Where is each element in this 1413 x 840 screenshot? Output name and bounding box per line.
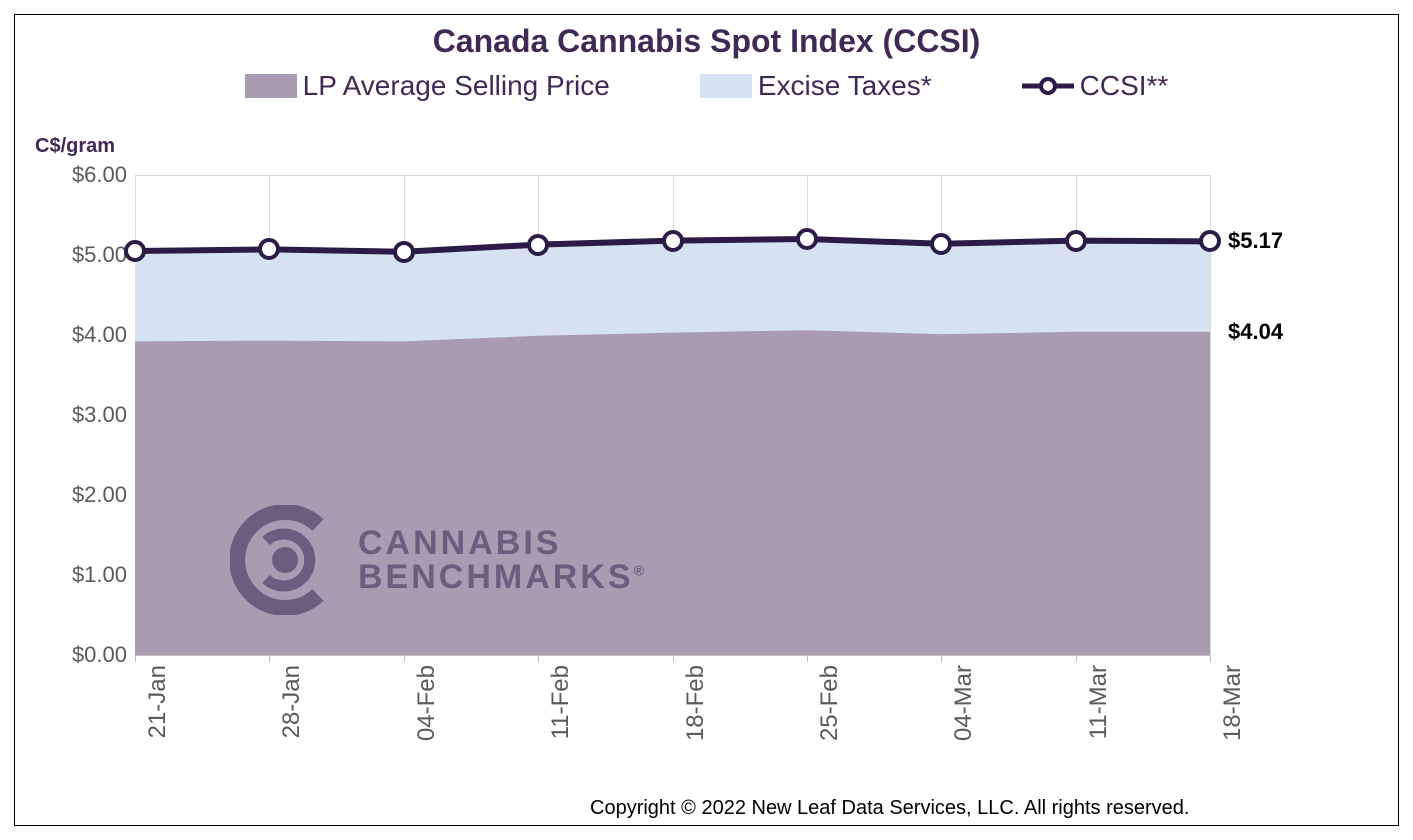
end-value-label: $4.04 [1228,319,1283,345]
ccsi-marker [393,241,415,263]
legend-label-excise: Excise Taxes* [758,70,932,102]
x-tick-label: 21-Jan [144,655,172,738]
watermark-icon [230,505,340,615]
watermark-line2: BENCHMARKS® [358,560,644,594]
x-tick-mark [538,655,539,662]
ccsi-marker [662,230,684,252]
legend-swatch-ccsi [1022,74,1074,98]
legend-swatch-lp-avg [245,74,297,98]
x-tick-label: 04-Feb [413,655,441,741]
x-tick-mark [1076,655,1077,662]
x-tick-mark [1210,655,1211,662]
ccsi-marker [796,228,818,250]
ccsi-marker [258,238,280,260]
x-tick-label: 04-Mar [950,655,978,741]
y-tick-label: $3.00 [72,402,127,428]
legend-item-excise: Excise Taxes* [700,70,932,102]
legend-label-ccsi: CCSI** [1080,70,1169,102]
x-tick-mark [404,655,405,662]
y-tick-label: $0.00 [72,642,127,668]
chart-title: Canada Cannabis Spot Index (CCSI) [15,23,1398,60]
legend-swatch-excise [700,74,752,98]
x-tick-label: 18-Feb [682,655,710,741]
x-tick-mark [673,655,674,662]
x-tick-label: 18-Mar [1219,655,1247,741]
x-tick-label: 25-Feb [816,655,844,741]
x-tick-mark [135,655,136,662]
y-tick-label: $2.00 [72,482,127,508]
watermark-text: CANNABIS BENCHMARKS® [358,526,644,594]
x-tick-label: 11-Mar [1085,655,1113,739]
x-tick-mark [269,655,270,662]
y-axis-title: C$/gram [35,135,115,158]
x-tick-mark [807,655,808,662]
ccsi-marker [124,240,146,262]
end-value-label: $5.17 [1228,228,1283,254]
legend-label-lp-avg: LP Average Selling Price [303,70,610,102]
legend-item-lp-avg: LP Average Selling Price [245,70,610,102]
legend-item-ccsi: CCSI** [1022,70,1169,102]
watermark-logo: CANNABIS BENCHMARKS® [230,505,644,615]
ccsi-marker [1065,230,1087,252]
x-tick-mark [941,655,942,662]
y-tick-label: $6.00 [72,162,127,188]
ccsi-marker [1199,230,1221,252]
chart-frame: Canada Cannabis Spot Index (CCSI) LP Ave… [14,14,1399,826]
copyright-text: Copyright © 2022 New Leaf Data Services,… [590,797,1189,820]
y-tick-label: $4.00 [72,322,127,348]
y-tick-label: $5.00 [72,242,127,268]
ccsi-marker [527,234,549,256]
chart-legend: LP Average Selling Price Excise Taxes* C… [15,70,1398,102]
x-tick-label: 28-Jan [278,655,306,738]
watermark-line1: CANNABIS [358,526,644,560]
x-tick-label: 11-Feb [547,655,575,739]
ccsi-marker [930,233,952,255]
y-tick-label: $1.00 [72,562,127,588]
